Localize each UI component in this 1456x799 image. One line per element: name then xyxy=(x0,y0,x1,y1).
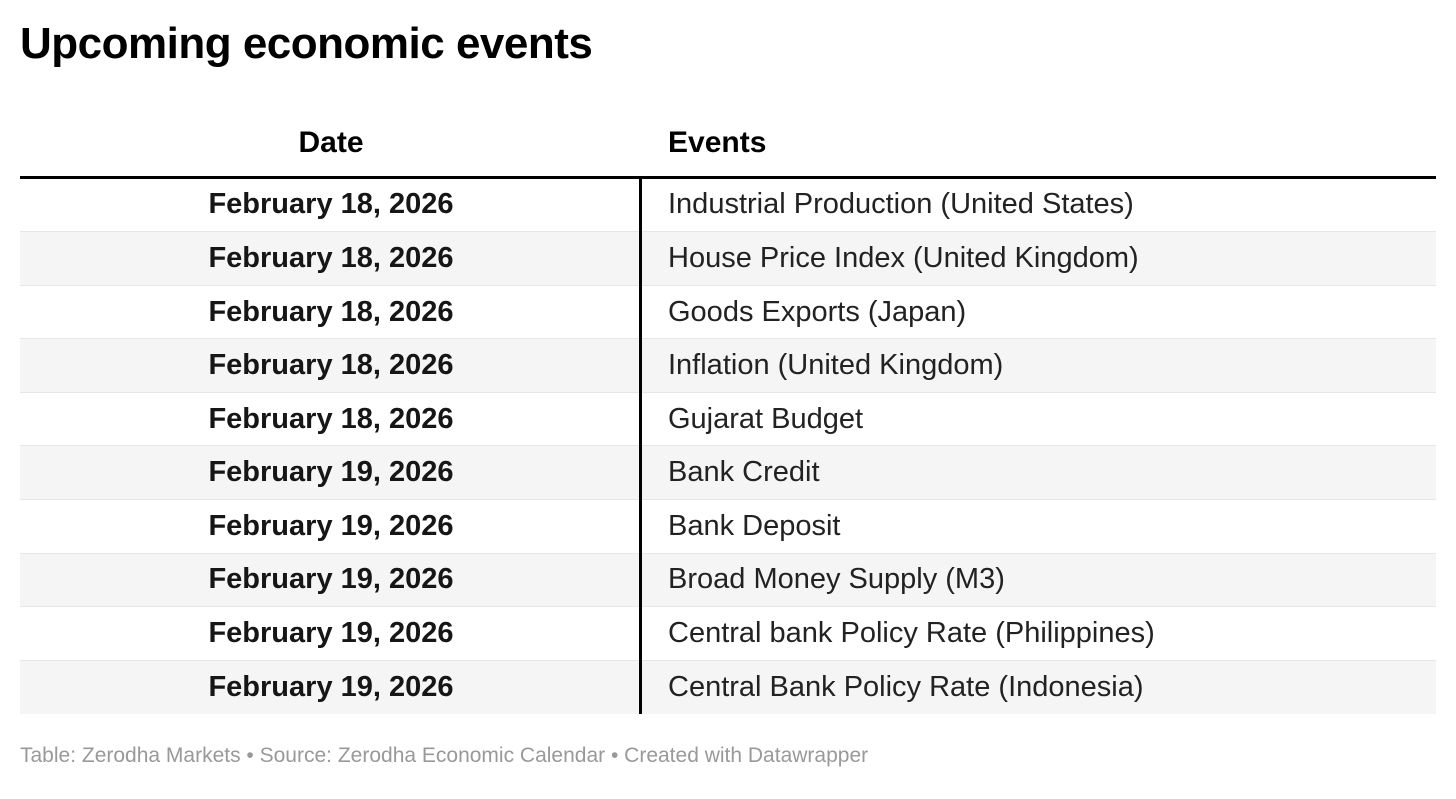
event-cell: Inflation (United Kingdom) xyxy=(668,349,1004,382)
table-header-row: Date Events xyxy=(20,125,1436,160)
date-cell: February 19, 2026 xyxy=(208,456,454,489)
table-row: February 18, 2026 Industrial Production … xyxy=(20,179,1436,233)
column-header-events: Events xyxy=(668,125,767,159)
date-cell: February 19, 2026 xyxy=(208,671,454,704)
date-cell: February 19, 2026 xyxy=(208,563,454,596)
date-cell: February 18, 2026 xyxy=(208,349,454,382)
column-divider xyxy=(639,178,642,715)
event-cell: Broad Money Supply (M3) xyxy=(668,563,1005,596)
table-row: February 19, 2026 Central Bank Policy Ra… xyxy=(20,660,1436,715)
table-row: February 18, 2026 Goods Exports (Japan) xyxy=(20,286,1436,340)
table-body: February 18, 2026 Industrial Production … xyxy=(20,178,1436,715)
date-cell: February 18, 2026 xyxy=(208,295,454,328)
event-cell: Bank Credit xyxy=(668,456,820,489)
event-cell: Central Bank Policy Rate (Indonesia) xyxy=(668,671,1144,704)
table-row: February 18, 2026 Inflation (United King… xyxy=(20,339,1436,393)
column-header-date: Date xyxy=(298,125,364,159)
date-cell: February 19, 2026 xyxy=(208,509,454,542)
table-row: February 19, 2026 Central bank Policy Ra… xyxy=(20,607,1436,661)
attribution-text: Table: Zerodha Markets • Source: Zerodha… xyxy=(20,744,869,768)
event-cell: Bank Deposit xyxy=(668,509,841,542)
date-cell: February 18, 2026 xyxy=(208,188,454,221)
date-cell: February 18, 2026 xyxy=(208,402,454,435)
table-row: February 19, 2026 Bank Deposit xyxy=(20,500,1436,554)
date-cell: February 18, 2026 xyxy=(208,241,454,274)
date-cell: February 19, 2026 xyxy=(208,617,454,650)
event-cell: Gujarat Budget xyxy=(668,402,864,435)
table-row: February 18, 2026 House Price Index (Uni… xyxy=(20,232,1436,286)
table-row: February 19, 2026 Bank Credit xyxy=(20,446,1436,501)
header-rule xyxy=(20,175,1436,179)
event-cell: Central bank Policy Rate (Philippines) xyxy=(668,617,1155,650)
event-cell: Industrial Production (United States) xyxy=(668,188,1134,221)
table-row: February 18, 2026 Gujarat Budget xyxy=(20,393,1436,447)
chart-title: Upcoming economic events xyxy=(20,19,593,68)
event-cell: House Price Index (United Kingdom) xyxy=(668,241,1139,274)
event-cell: Goods Exports (Japan) xyxy=(668,295,967,328)
table-row: February 19, 2026 Broad Money Supply (M3… xyxy=(20,553,1436,608)
